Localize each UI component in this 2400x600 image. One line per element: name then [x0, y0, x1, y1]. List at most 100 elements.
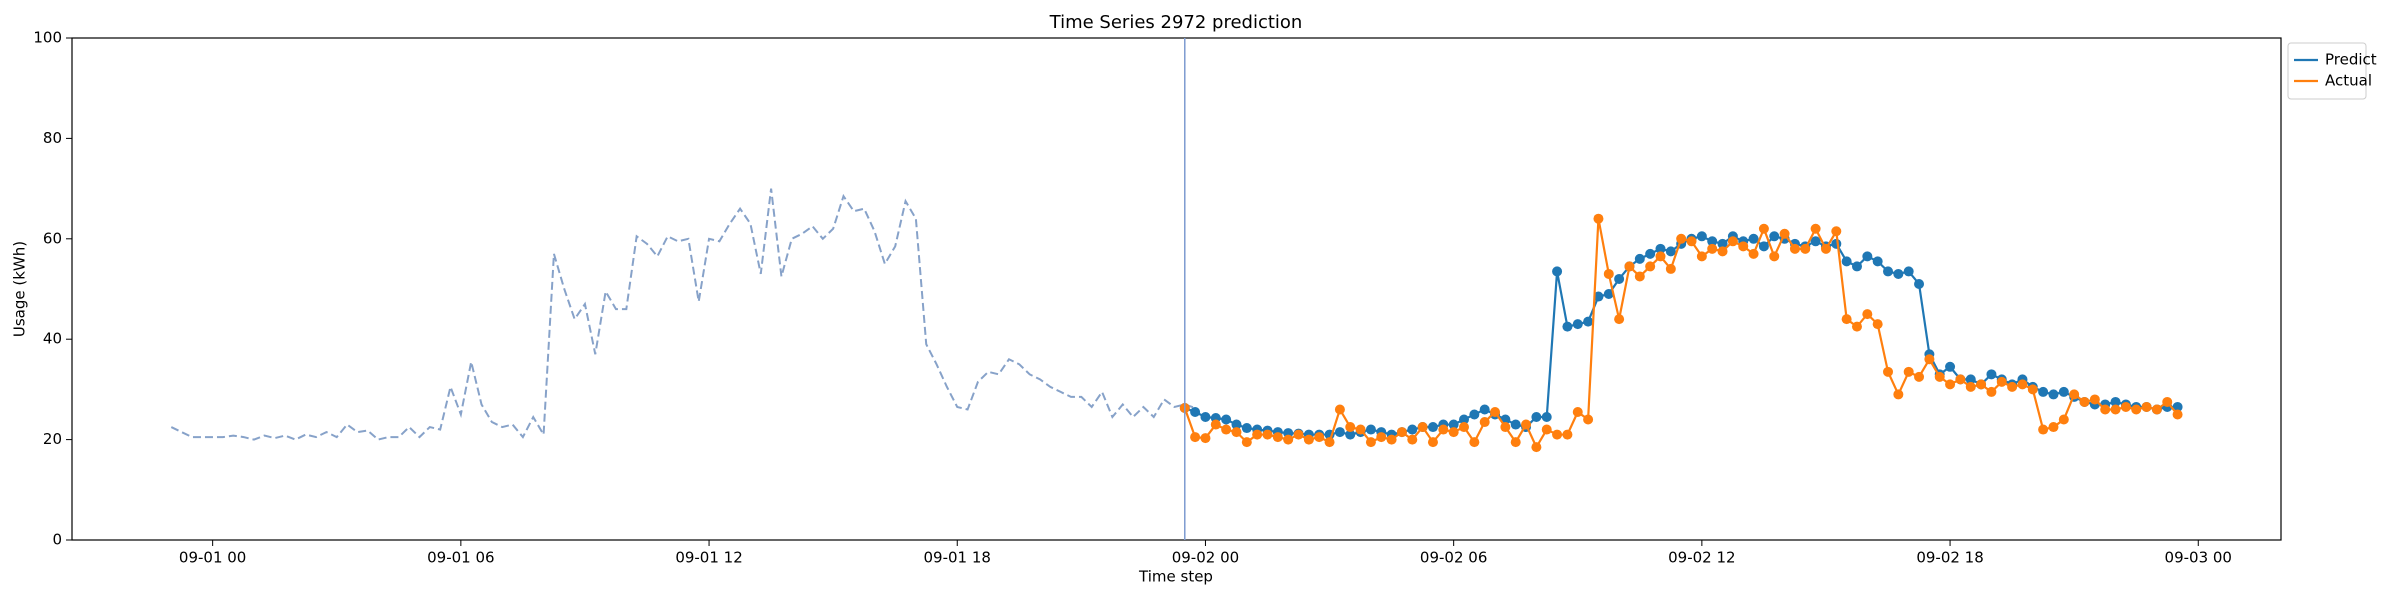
data-point — [1676, 233, 1687, 244]
series-line — [1183, 218, 2179, 450]
data-point — [1769, 251, 1780, 262]
data-point — [1459, 422, 1470, 433]
data-point — [1355, 424, 1366, 435]
data-point — [2172, 401, 2183, 412]
data-point — [1976, 379, 1987, 390]
x-tick-label: 09-02 18 — [1916, 549, 1983, 567]
legend-box — [2287, 42, 2367, 100]
x-tick-label: 09-01 18 — [924, 549, 991, 567]
data-point — [2048, 389, 2059, 400]
y-tick-label: 100 — [33, 29, 62, 47]
chart-title: Time Series 2972 prediction — [1049, 12, 1303, 33]
data-point — [1996, 376, 2007, 387]
data-point — [1841, 314, 1852, 325]
data-point — [1831, 226, 1842, 237]
series-line — [1184, 235, 2178, 436]
x-tick-label: 09-02 00 — [1172, 549, 1239, 567]
data-point — [1324, 437, 1335, 448]
data-point — [1707, 236, 1718, 247]
data-point — [1603, 268, 1614, 279]
data-point — [1707, 243, 1718, 254]
data-point — [1779, 228, 1790, 239]
data-point — [1603, 289, 1614, 300]
data-point — [1583, 316, 1594, 327]
data-point — [1365, 437, 1376, 448]
data-point — [1345, 422, 1356, 433]
data-point — [1210, 419, 1221, 430]
data-point — [1552, 266, 1563, 277]
data-point — [1510, 437, 1521, 448]
data-point — [1624, 261, 1635, 272]
data-point — [2058, 414, 2069, 425]
data-point — [1241, 437, 1252, 448]
data-point — [1427, 422, 1438, 433]
data-point — [1914, 278, 1925, 289]
data-point — [1986, 369, 1997, 380]
data-point — [1738, 241, 1749, 252]
data-point — [2172, 409, 2183, 420]
y-tick-label: 0 — [52, 531, 62, 549]
data-point — [1200, 412, 1211, 423]
data-point — [1945, 361, 1956, 372]
data-point — [1717, 246, 1728, 257]
data-point — [2027, 384, 2038, 395]
data-point — [1500, 422, 1511, 433]
data-point — [1572, 406, 1583, 417]
data-point — [1262, 429, 1273, 440]
data-point — [1945, 379, 1956, 390]
data-point — [1789, 243, 1800, 254]
data-point — [1820, 243, 1831, 254]
data-point — [1851, 321, 1862, 332]
data-point — [1645, 261, 1656, 272]
data-point — [1252, 429, 1263, 440]
data-point — [1469, 437, 1480, 448]
x-tick-label: 09-02 12 — [1668, 549, 1735, 567]
data-point — [1748, 233, 1759, 244]
data-point — [2048, 422, 2059, 433]
data-point — [1986, 386, 1997, 397]
y-axis-label: Usage (kWh) — [11, 241, 29, 337]
data-point — [1893, 268, 1904, 279]
data-point — [1965, 381, 1976, 392]
data-point — [1955, 374, 1966, 385]
data-point — [1914, 371, 1925, 382]
data-point — [1634, 271, 1645, 282]
data-point — [1686, 236, 1697, 247]
data-point — [1758, 223, 1769, 234]
data-point — [1562, 321, 1573, 332]
data-point — [2162, 396, 2173, 407]
data-point — [2079, 396, 2090, 407]
data-point — [1200, 433, 1211, 444]
data-point — [1758, 241, 1769, 252]
x-tick-label: 09-01 06 — [427, 549, 494, 567]
data-point — [2131, 404, 2142, 415]
data-point — [1727, 236, 1738, 247]
plot-area — [71, 37, 2282, 541]
data-point — [1479, 417, 1490, 428]
data-point — [1541, 424, 1552, 435]
data-point — [1583, 414, 1594, 425]
data-point — [1562, 429, 1573, 440]
data-point — [1241, 423, 1252, 434]
data-point — [1903, 266, 1914, 277]
data-point — [1376, 432, 1387, 443]
data-point — [1231, 427, 1242, 438]
x-tick-label: 09-01 00 — [179, 549, 246, 567]
data-point — [1717, 238, 1728, 249]
data-point — [2110, 404, 2121, 415]
data-point — [2017, 379, 2028, 390]
data-point — [1593, 213, 1604, 224]
x-tick-label: 09-03 00 — [2165, 549, 2232, 567]
data-point — [1448, 427, 1459, 438]
data-point — [1334, 427, 1345, 438]
data-point — [1851, 261, 1862, 272]
y-tick-label: 20 — [43, 430, 62, 448]
data-point — [1614, 273, 1625, 284]
data-point — [1427, 437, 1438, 448]
data-point — [1872, 256, 1883, 267]
data-point — [1396, 427, 1407, 438]
data-point — [1386, 434, 1397, 445]
data-point — [1841, 256, 1852, 267]
data-point — [1469, 409, 1480, 420]
